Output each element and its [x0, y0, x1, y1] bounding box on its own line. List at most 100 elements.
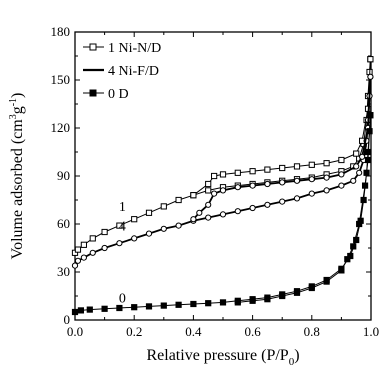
x-axis-title: Relative pressure (P/P0)	[146, 347, 299, 368]
y-axis-title: Volume adsorbed (cm3g-1)	[8, 93, 26, 260]
x-tick-label: 0.0	[67, 324, 83, 339]
data-point	[211, 190, 218, 197]
data-point	[190, 192, 197, 199]
data-point	[367, 73, 374, 80]
data-point	[367, 112, 374, 119]
y-tick-label: 0	[64, 312, 71, 327]
data-point	[356, 220, 363, 228]
data-point	[249, 204, 256, 212]
data-point	[190, 300, 197, 308]
data-point	[249, 182, 256, 189]
data-point	[323, 160, 330, 167]
data-point	[359, 153, 366, 160]
data-point	[249, 297, 256, 304]
series-2-desorption-line	[192, 76, 372, 220]
data-point	[308, 190, 315, 197]
data-point	[160, 225, 167, 232]
data-point	[308, 176, 315, 183]
data-point	[350, 243, 357, 250]
data-point	[308, 284, 315, 292]
data-point	[131, 304, 138, 311]
x-axis-title-close: )	[294, 347, 299, 364]
data-point	[145, 209, 153, 216]
series-1-desorption-line	[193, 59, 371, 196]
y-tick-label: 180	[51, 24, 71, 39]
data-point	[264, 180, 271, 188]
data-point	[279, 164, 286, 172]
x-tick-label: 0.8	[304, 324, 320, 339]
data-point	[211, 172, 218, 180]
data-point	[101, 305, 108, 312]
data-point	[196, 209, 203, 216]
x-axis-title-subscript: 0	[289, 356, 295, 368]
y-axis-title-close: )	[9, 93, 26, 98]
legend-label-3: 0 D	[108, 87, 129, 102]
data-point	[175, 222, 182, 229]
data-point	[323, 174, 330, 181]
x-tick-label: 1.0	[363, 324, 379, 339]
data-point	[101, 244, 108, 252]
data-point	[160, 302, 167, 309]
data-point	[219, 171, 227, 178]
data-point	[361, 182, 369, 189]
data-point	[145, 230, 153, 237]
data-point	[131, 216, 138, 223]
y-tick-label: 60	[57, 216, 70, 231]
curve-annotation-4: 4	[119, 219, 126, 234]
data-point	[353, 163, 360, 170]
legend-marker-open-square	[89, 43, 97, 51]
data-point	[308, 161, 315, 168]
annotation-layer: 1 4 0	[119, 200, 126, 306]
curve-annotation-0: 0	[119, 291, 126, 306]
series-2-adsorption-line	[74, 76, 372, 267]
y-tick-label: 120	[51, 120, 71, 135]
data-point	[323, 187, 330, 194]
data-point	[367, 56, 374, 63]
data-point	[74, 246, 82, 253]
data-point	[89, 235, 96, 242]
x-axis-title-main: Relative pressure (P/P	[146, 347, 288, 364]
data-point	[364, 156, 372, 164]
data-point	[116, 304, 123, 312]
series-1-adsorption-line	[74, 59, 371, 254]
data-point	[356, 169, 363, 176]
data-point	[89, 249, 96, 256]
y-tick-label: 30	[57, 264, 70, 279]
data-point	[353, 236, 360, 244]
data-point	[234, 169, 241, 176]
data-point	[80, 254, 87, 261]
y-tick-label: 150	[51, 72, 71, 87]
data-point	[249, 168, 256, 175]
data-point	[350, 177, 357, 184]
data-point	[264, 166, 271, 173]
series-3	[71, 112, 374, 316]
series-3-desorption-line	[237, 115, 371, 303]
data-point	[279, 292, 286, 300]
data-point	[205, 180, 212, 188]
data-point	[101, 228, 108, 236]
data-point	[219, 211, 227, 218]
data-point	[86, 306, 93, 313]
x-tick-label: 0.2	[126, 324, 142, 339]
legend-marker-filled-square	[89, 89, 97, 97]
y-axis-title-mid: g	[9, 106, 26, 114]
data-point	[74, 257, 82, 264]
data-point	[344, 256, 351, 263]
data-point	[293, 195, 301, 202]
data-point	[279, 179, 286, 186]
data-point	[77, 307, 85, 314]
data-point	[71, 308, 79, 316]
axis-ticks: 0.0 0.2 0.4 0.6 0.8 1.0 0 30 60 90 120 150 180	[51, 24, 380, 339]
data-point	[338, 182, 345, 189]
data-point	[131, 235, 138, 242]
data-point	[80, 241, 87, 248]
data-point	[160, 203, 167, 210]
data-point	[219, 187, 227, 194]
data-point	[71, 262, 79, 269]
data-point	[279, 198, 286, 205]
legend-label-2: 4 Ni-F/D	[108, 64, 159, 79]
data-point	[323, 278, 330, 285]
curve-annotation-1: 1	[119, 200, 126, 215]
